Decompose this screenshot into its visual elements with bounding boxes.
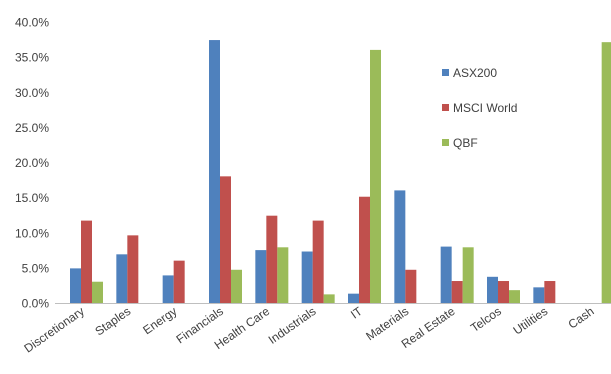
x-tick-label: Industrials — [266, 304, 319, 347]
y-tick-label: 25.0% — [15, 121, 49, 135]
bar-asx200 — [70, 268, 81, 304]
bar-asx200 — [440, 246, 452, 304]
x-tick-label: Staples — [92, 304, 133, 338]
legend-label: MSCI World — [453, 101, 517, 115]
bar-asx200 — [162, 275, 174, 304]
bar-msci-world — [220, 176, 231, 304]
bar-msci-world — [312, 220, 324, 304]
y-tick-label: 0.0% — [22, 297, 50, 311]
x-tick-label: Telcos — [468, 304, 504, 335]
bar-qbf — [462, 247, 474, 304]
bar-asx200 — [348, 293, 359, 304]
legend: ASX200 MSCI World QBF — [442, 66, 517, 150]
y-tick-label: 40.0% — [15, 16, 49, 30]
bar-asx200 — [394, 190, 406, 304]
bar-msci-world — [173, 260, 185, 304]
legend-label: QBF — [453, 136, 478, 150]
x-tick-label: Energy — [140, 304, 179, 337]
bar-msci-world — [498, 281, 509, 304]
bar-msci-world — [405, 269, 417, 304]
bar-qbf — [231, 269, 242, 304]
x-tick-label: IT — [348, 304, 365, 322]
bar-qbf — [370, 49, 381, 304]
bars — [70, 40, 611, 304]
x-axis: Discretionary Staples EnergyFinancialsHeal… — [21, 303, 611, 356]
y-tick-label: 5.0% — [22, 261, 50, 275]
bar-qbf — [92, 281, 103, 304]
bar-asx200 — [255, 250, 267, 304]
y-tick-label: 35.0% — [15, 51, 49, 65]
x-tick-label: Discretionary — [21, 304, 86, 356]
y-axis: 0.0% 5.0% 10.0% 15.0% 20.0% 25.0% 30.0% 35.0% 40… — [15, 16, 49, 311]
bar-asx200 — [116, 254, 128, 304]
legend-swatch — [442, 69, 449, 76]
y-tick-label: 10.0% — [15, 226, 49, 240]
legend-swatch — [442, 104, 449, 111]
x-tick-label: Utilities — [511, 304, 551, 338]
bar-msci-world — [359, 196, 370, 304]
bar-qbf — [509, 290, 520, 304]
y-tick-label: 30.0% — [15, 86, 49, 100]
y-tick-label: 20.0% — [15, 156, 49, 170]
bar-asx200 — [487, 276, 498, 304]
bar-qbf — [323, 294, 335, 304]
bar-msci-world — [451, 281, 463, 304]
bar-asx200 — [301, 251, 313, 304]
y-tick-label: 15.0% — [15, 191, 49, 205]
bar-asx200 — [533, 287, 545, 304]
bar-msci-world — [544, 281, 556, 304]
bar-msci-world — [127, 235, 139, 304]
bar-qbf — [601, 42, 611, 304]
x-tick-label: Cash — [566, 304, 597, 332]
legend-label: ASX200 — [453, 66, 497, 80]
bar-msci-world — [266, 215, 278, 304]
bar-qbf — [277, 247, 289, 304]
bar-asx200 — [209, 40, 220, 304]
bar-msci-world — [81, 220, 92, 304]
legend-swatch — [442, 139, 449, 146]
